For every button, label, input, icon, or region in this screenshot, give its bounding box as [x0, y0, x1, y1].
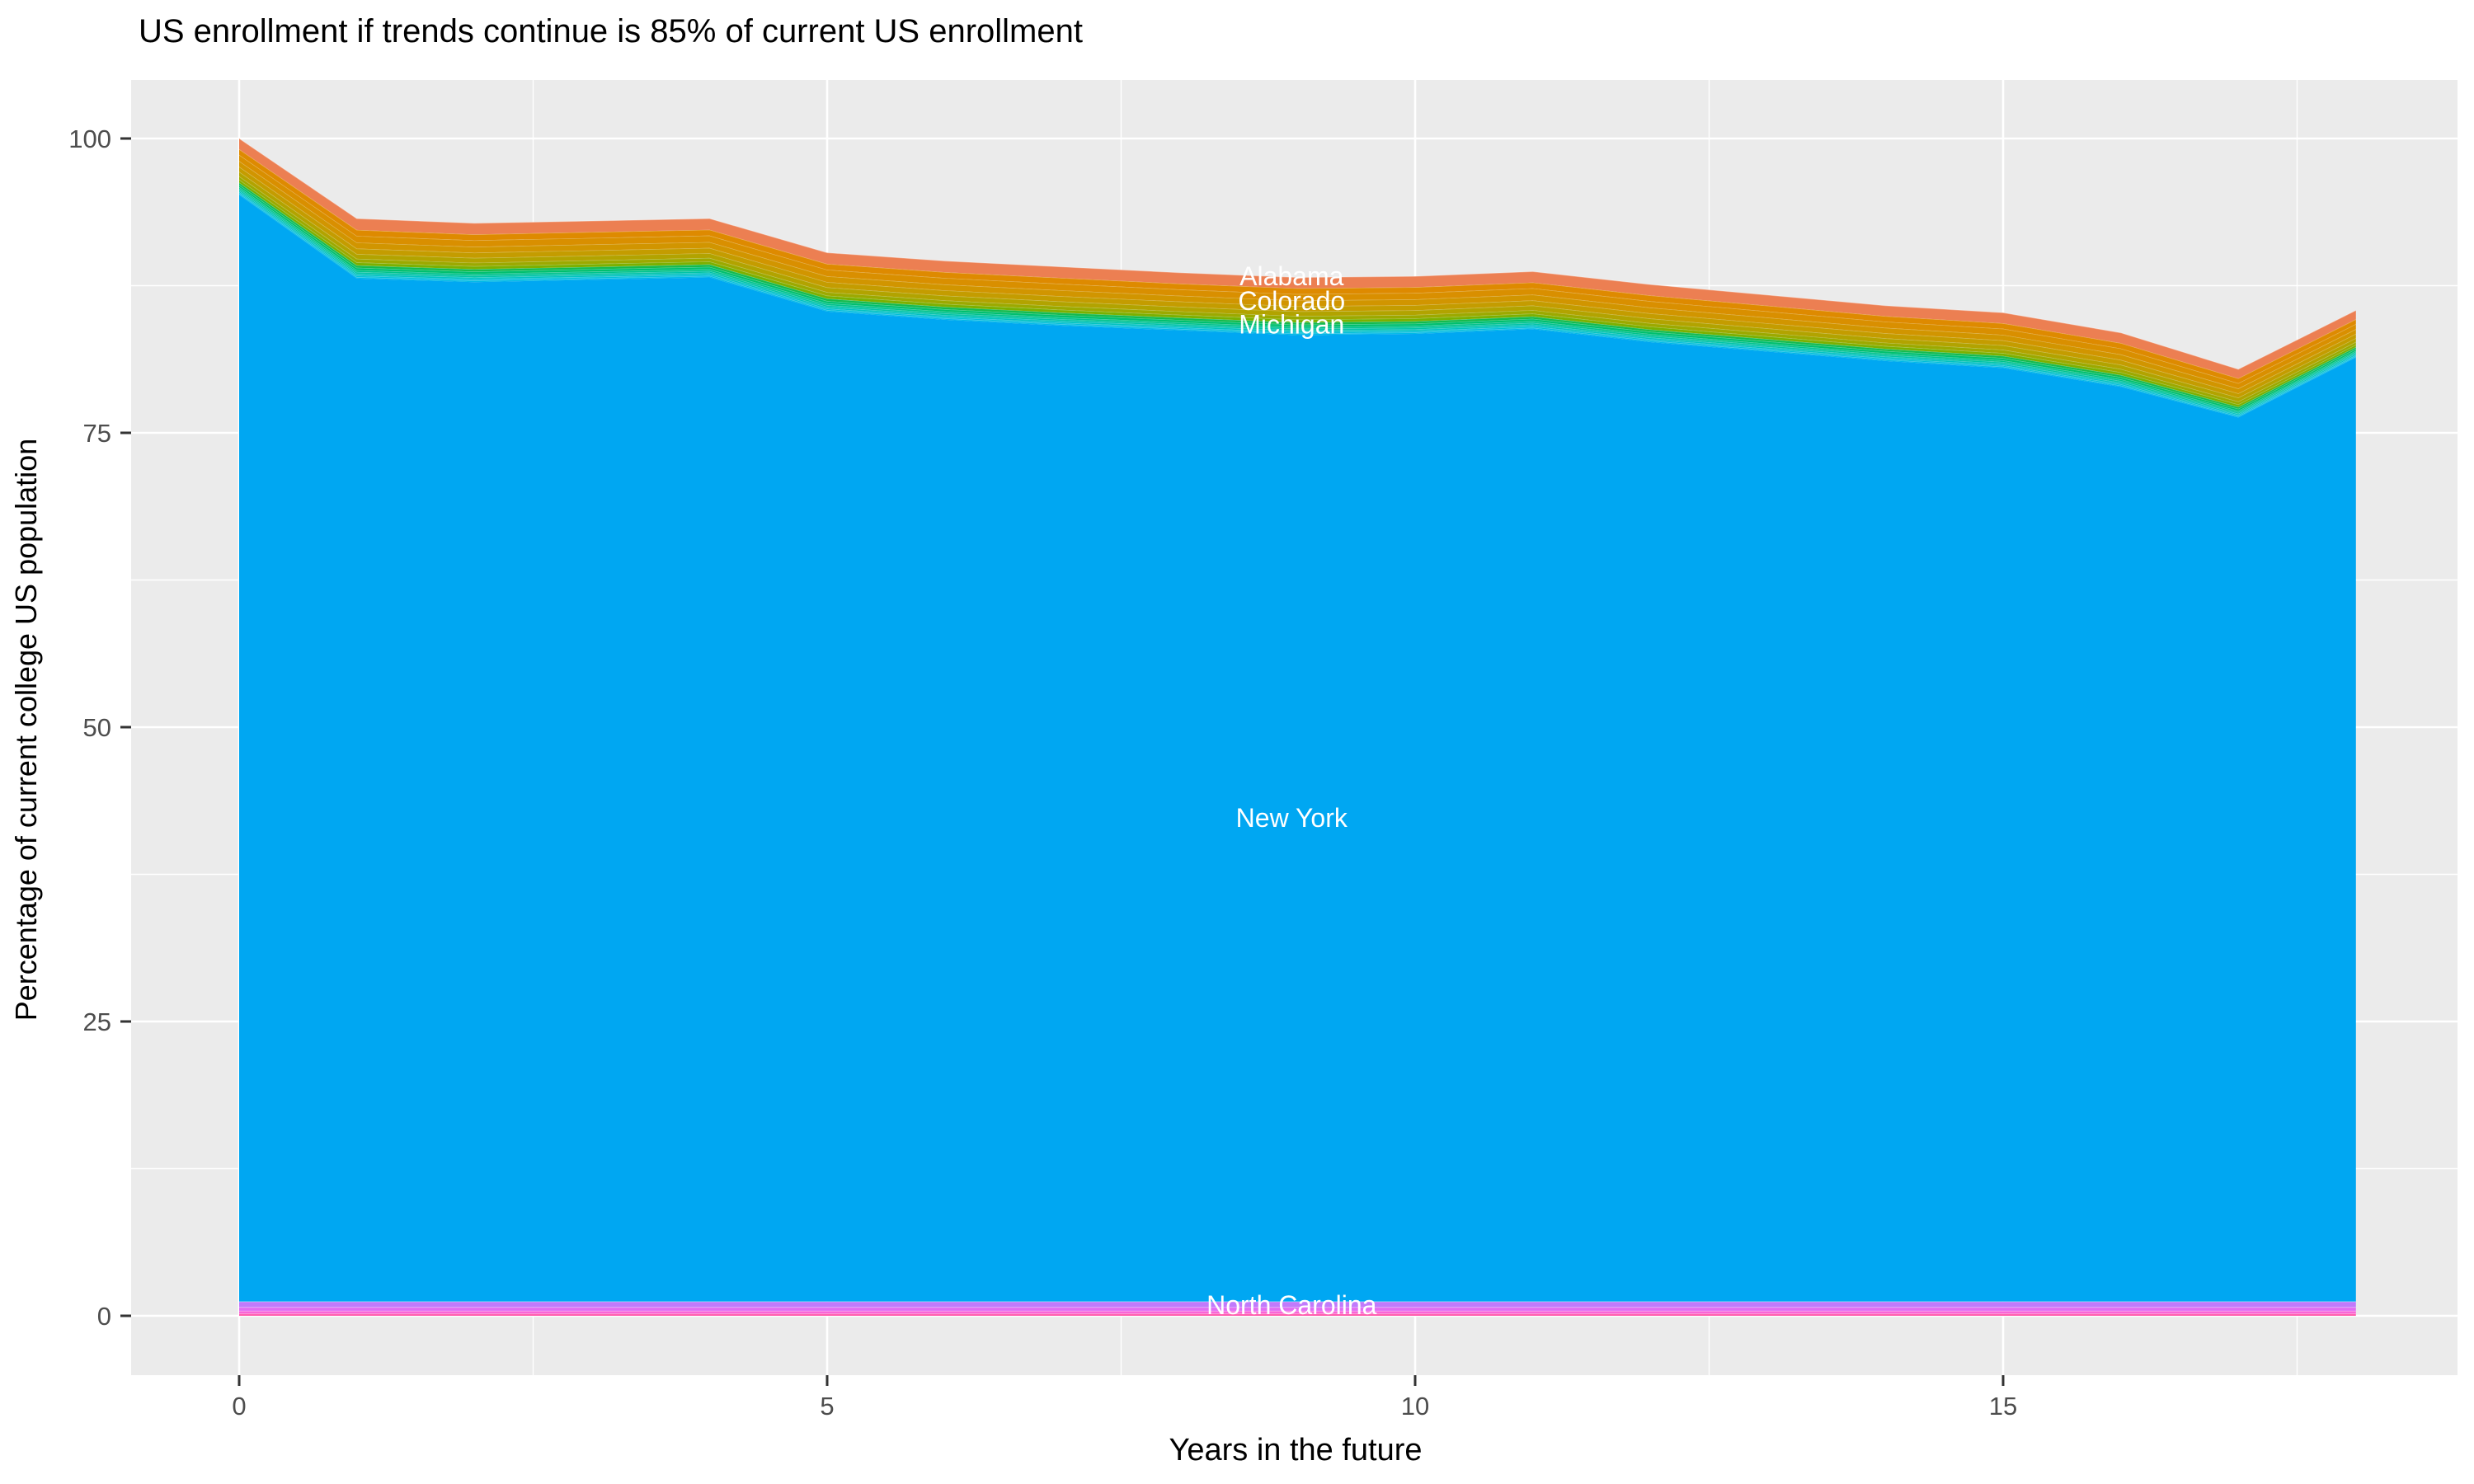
state-band-bottom-1	[239, 1311, 2356, 1314]
x-axis-title: Years in the future	[1169, 1433, 1423, 1468]
state-label-alabama: Alabama	[1239, 261, 1344, 291]
state-label-new-york: New York	[1236, 803, 1348, 833]
state-band-bottom-2	[239, 1307, 2356, 1312]
state-label-colorado: Colorado	[1238, 286, 1345, 316]
chart-title: US enrollment if trends continue is 85% …	[139, 13, 1083, 49]
state-band-new-york	[239, 195, 2356, 1302]
state-label-michigan: Michigan	[1239, 310, 1344, 340]
x-axis-tick-label: 15	[1989, 1392, 2017, 1421]
state-band-separator	[238, 138, 2357, 370]
x-axis-tick-label: 10	[1401, 1392, 1429, 1421]
y-axis-tick-label: 0	[97, 1302, 111, 1331]
x-axis-tick-label: 5	[820, 1392, 834, 1421]
y-axis-tick-label: 50	[83, 713, 111, 742]
x-axis-tick-label: 0	[232, 1392, 246, 1421]
state-label-north-carolina: North Carolina	[1206, 1290, 1377, 1320]
y-axis-tick-label: 100	[68, 124, 111, 153]
y-axis-title: Percentage of current college US populat…	[9, 438, 43, 1021]
state-band-bottom-0	[239, 1313, 2356, 1316]
y-axis-tick-label: 25	[83, 1007, 111, 1036]
y-axis-tick-label: 75	[83, 419, 111, 448]
state-band-bottom-3	[239, 1301, 2356, 1308]
